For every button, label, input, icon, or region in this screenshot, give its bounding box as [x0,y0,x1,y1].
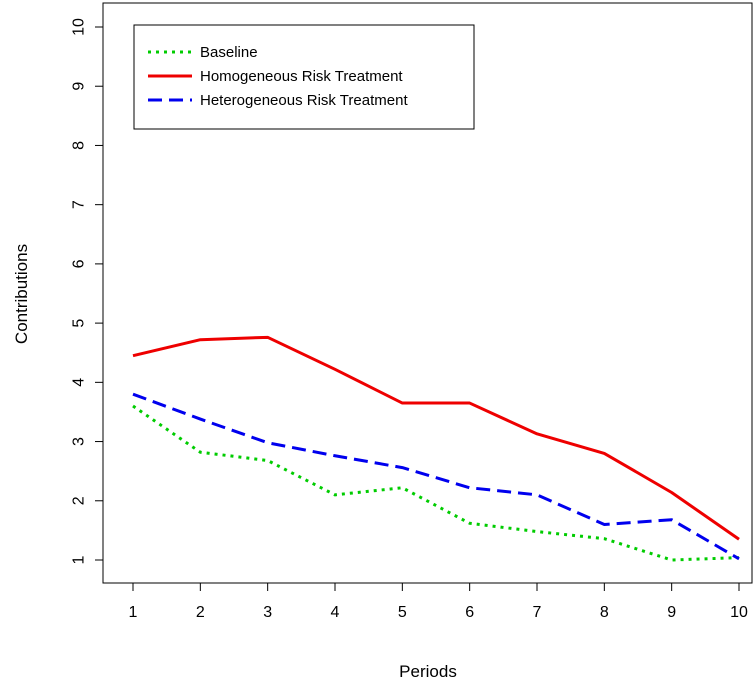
legend-label-homogeneous-risk-treatment: Homogeneous Risk Treatment [200,68,403,85]
x-axis-title: Periods [399,662,457,681]
y-tick-label: 5 [71,319,88,328]
series-line-homogeneous-risk-treatment [132,335,740,541]
legend: Baseline Homogeneous Risk Treatment Hetero… [133,24,475,130]
series-line-baseline [132,404,740,562]
axes: 1 2 3 4 5 6 7 8 9 10 1 2 3 4 5 6 7 8 9 10 [71,18,749,621]
x-tick-label: 2 [196,604,205,621]
y-axis-title: Contributions [12,244,31,344]
y-tick-label: 6 [71,259,88,268]
y-tick-label: 9 [71,82,88,91]
legend-label-heterogeneous-risk-treatment: Heterogeneous Risk Treatment [200,92,408,109]
legend-label-baseline: Baseline [200,44,258,61]
x-tick-label: 7 [533,604,542,621]
y-tick-label: 10 [71,18,88,36]
series-line-heterogeneous-risk-treatment [132,392,740,561]
x-tick-label: 5 [398,604,407,621]
y-tick-label: 7 [71,200,88,209]
x-tick-label: 3 [263,604,272,621]
series-layer [132,335,740,562]
x-tick-label: 6 [465,604,474,621]
x-tick-label: 10 [730,604,748,621]
x-tick-label: 9 [667,604,676,621]
y-tick-label: 2 [71,496,88,505]
y-tick-label: 3 [71,437,88,446]
x-tick-label: 8 [600,604,609,621]
x-tick-label: 1 [129,604,138,621]
y-tick-label: 8 [71,141,88,150]
y-tick-label: 1 [71,555,88,564]
y-tick-label: 4 [71,378,88,387]
x-tick-label: 4 [331,604,340,621]
